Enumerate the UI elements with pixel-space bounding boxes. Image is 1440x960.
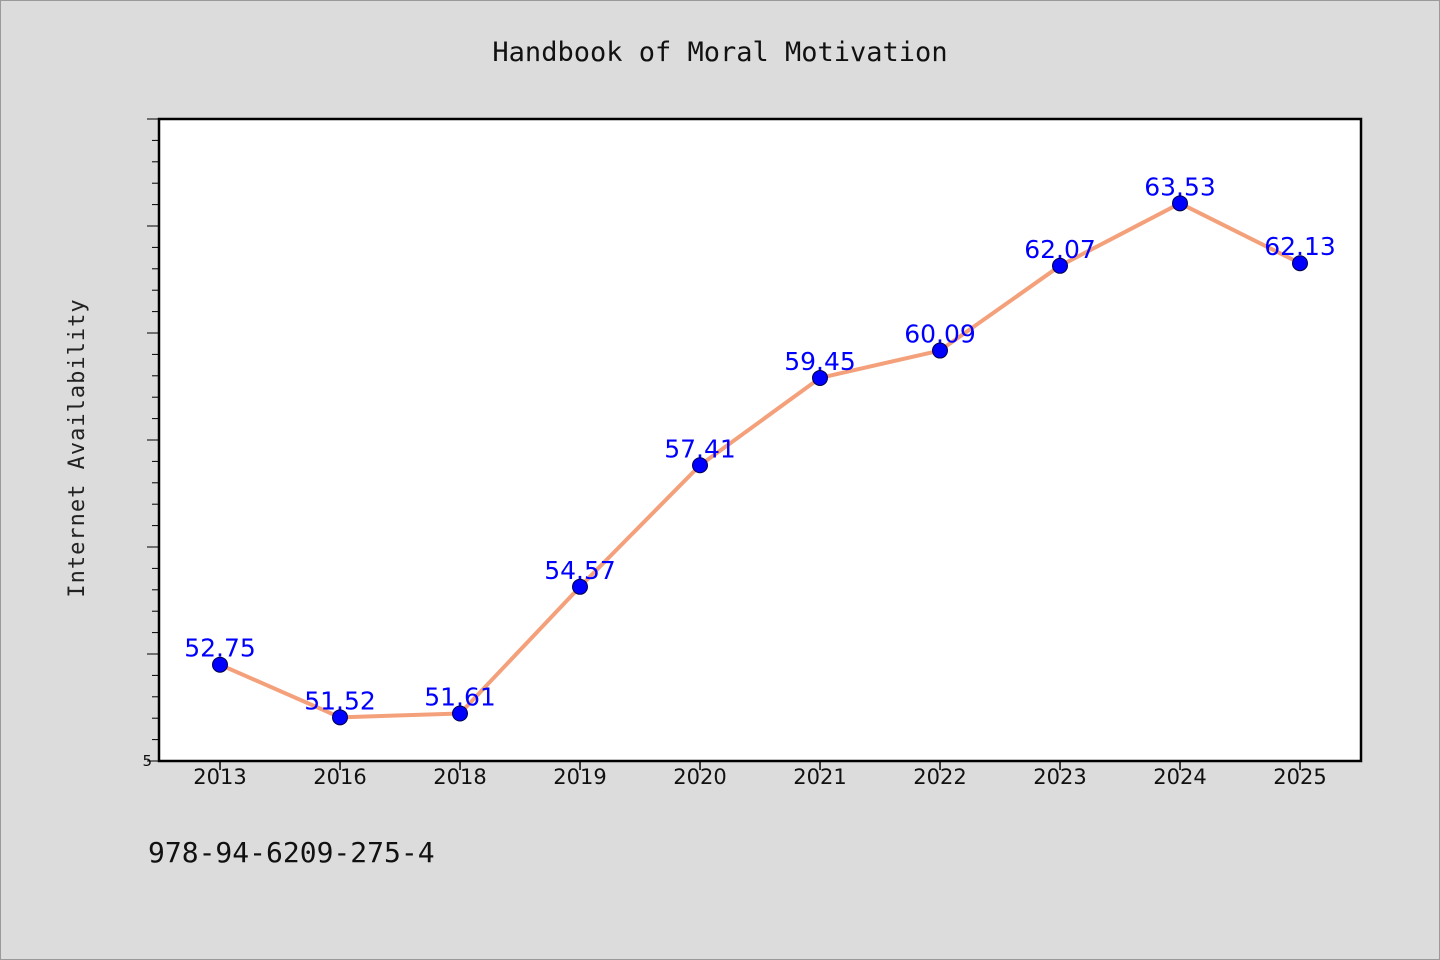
data-point: [212, 656, 228, 673]
data-label: 62.13: [1264, 232, 1336, 261]
data-point: [572, 578, 588, 595]
data-label: 60.09: [904, 320, 976, 349]
data-label: 62.07: [1024, 235, 1096, 264]
x-tick-label: 2021: [793, 765, 846, 789]
x-tick-label: 2013: [193, 765, 246, 789]
data-label: 59.45: [784, 347, 856, 376]
data-labels: 52.75 51.52 51.61 54.57 57.41 59.45 60.09 62.07…: [184, 172, 1336, 715]
data-label: 51.52: [304, 686, 376, 715]
data-point: [1052, 257, 1068, 274]
series-markers: [212, 195, 1308, 726]
isbn-text: 978-94-6209-275-4: [148, 836, 435, 869]
x-axis-ticks: [219, 761, 1301, 770]
series-line-group: [218, 201, 1302, 720]
data-point: [332, 709, 348, 726]
data-point: [1172, 195, 1188, 212]
y-axis-label: Internet Availability: [65, 298, 90, 597]
x-tick-label: 2023: [1033, 765, 1086, 789]
x-tick-label: 2019: [553, 765, 606, 789]
data-point: [692, 457, 708, 474]
x-tick-label: 2022: [913, 765, 966, 789]
data-label: 51.61: [424, 682, 496, 711]
data-point: [932, 342, 948, 359]
data-label: 52.75: [184, 634, 256, 663]
data-point: [1292, 255, 1308, 272]
y-axis-ticks: [147, 118, 159, 762]
data-point: [452, 705, 468, 722]
x-tick-label: 2018: [433, 765, 486, 789]
chart-title: Handbook of Moral Motivation: [492, 37, 947, 68]
data-label: 57.41: [664, 434, 736, 463]
x-tick-label: 2024: [1153, 765, 1206, 789]
x-tick-label: 2020: [673, 765, 726, 789]
series-line: [218, 201, 1302, 720]
data-point: [812, 369, 828, 386]
x-tick-label: 2016: [313, 765, 366, 789]
data-label: 63.53: [1144, 172, 1216, 201]
x-tick-label: 2025: [1273, 765, 1326, 789]
data-label: 54.57: [544, 556, 616, 585]
x-axis-tick-labels: 2013 2016 2018 2019 2020 2021 2022 2023 2024 2025: [193, 765, 1326, 789]
plot-area: [157, 117, 1363, 763]
